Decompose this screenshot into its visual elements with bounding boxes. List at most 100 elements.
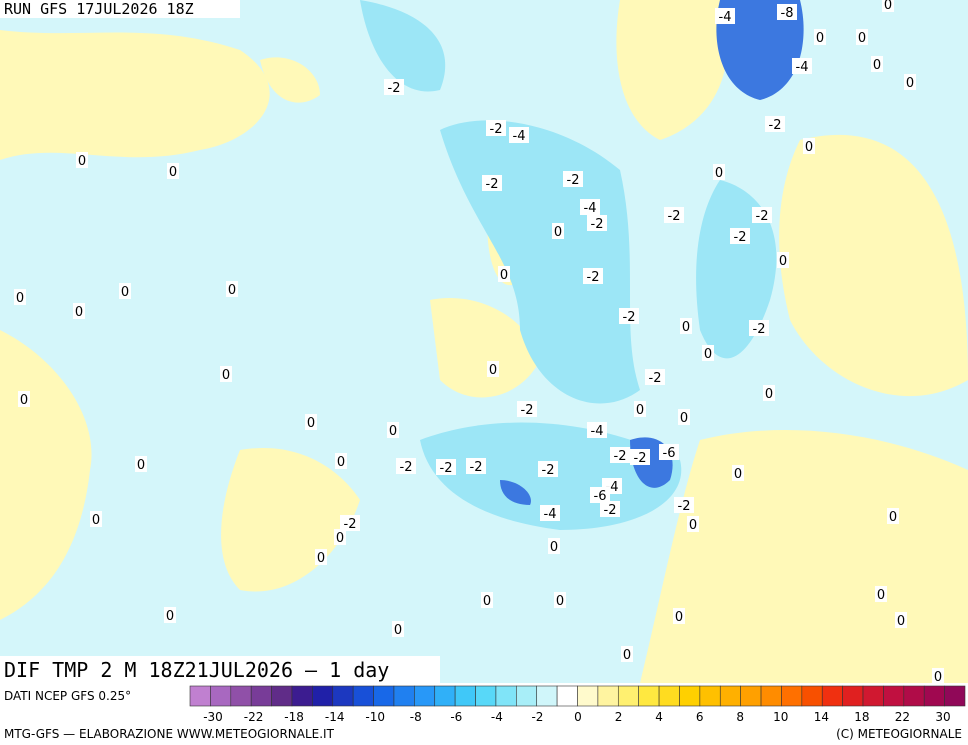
contour-label-box — [882, 0, 894, 12]
contour-label-box — [895, 612, 907, 628]
colorbar-label: -8 — [410, 710, 422, 724]
color-swatch — [495, 685, 517, 707]
contour-label: -2 — [734, 230, 747, 245]
contour-label-box — [777, 252, 789, 268]
color-swatch — [801, 685, 823, 707]
footer-left: MTG-GFS — ELABORAZIONE WWW.METEOGIORNALE… — [4, 727, 335, 741]
colorbar-label: -6 — [450, 710, 462, 724]
contour-label: 0 — [121, 285, 129, 300]
contour-label: 0 — [169, 165, 177, 180]
source: DATI NCEP GFS 0.25° — [4, 689, 131, 703]
contour-label: -2 — [587, 270, 600, 285]
contour-label: -2 — [591, 217, 604, 232]
contour-label-box — [486, 120, 506, 136]
contour-label-box — [932, 668, 944, 684]
contour-label: -6 — [594, 489, 607, 504]
contour-label: 0 — [680, 411, 688, 426]
contour-label-box — [548, 538, 560, 554]
contour-label-box — [645, 369, 665, 385]
contour-label: 0 — [336, 531, 344, 546]
contour-label-box — [715, 8, 735, 24]
colorbar-label: -4 — [491, 710, 503, 724]
color-swatch — [556, 685, 578, 707]
contour-label-box — [540, 505, 560, 521]
contour-label-box — [732, 465, 744, 481]
contour-label: -8 — [781, 6, 794, 21]
contour-label-box — [763, 385, 775, 401]
color-swatch — [740, 685, 762, 707]
contour-label-box — [803, 138, 815, 154]
contour-label-box — [856, 29, 868, 45]
contour-label: 0 — [75, 305, 83, 320]
contour-label-box — [14, 289, 26, 305]
contour-label-box — [392, 621, 404, 637]
contour-label-box — [164, 607, 176, 623]
contour-label: -2 — [388, 81, 401, 96]
contour-label: 0 — [78, 154, 86, 169]
contour-label: -2 — [769, 118, 782, 133]
contour-label: -4 — [513, 129, 526, 144]
color-swatch — [516, 685, 538, 707]
contour-label-box — [680, 318, 692, 334]
contour-label: -4 — [584, 201, 597, 216]
contour-label: 0 — [906, 76, 914, 91]
contour-label-box — [563, 171, 583, 187]
contour-label: 0 — [877, 588, 885, 603]
contour-label-box — [610, 447, 630, 463]
contour-label-box — [73, 303, 85, 319]
colorbar-label: 0 — [574, 710, 582, 724]
contour-label-box — [777, 4, 797, 20]
contour-label-box — [590, 487, 610, 503]
contour-label: 0 — [489, 363, 497, 378]
contour-label-box — [875, 586, 887, 602]
contour-label-box — [664, 207, 684, 223]
color-swatch — [944, 685, 966, 707]
contour-label: -2 — [649, 371, 662, 386]
contour-label: -2 — [440, 461, 453, 476]
contour-label: 0 — [934, 670, 942, 685]
contour-label-box — [674, 497, 694, 513]
contour-label-box — [466, 458, 486, 474]
color-swatch — [210, 685, 232, 707]
color-swatch — [373, 685, 395, 707]
contour-label-box — [687, 516, 699, 532]
contour-label: 0 — [166, 609, 174, 624]
contour-label-box — [387, 422, 399, 438]
color-swatch — [271, 685, 293, 707]
contour-label-box — [517, 401, 537, 417]
colorbar-label: 6 — [696, 710, 704, 724]
contour-label-box — [340, 515, 360, 531]
contour-label: 0 — [636, 403, 644, 418]
color-swatch — [923, 685, 945, 707]
contour-label: -2 — [400, 460, 413, 475]
contour-label: -2 — [623, 310, 636, 325]
contour-label: 0 — [682, 320, 690, 335]
contour-label: 0 — [222, 368, 230, 383]
contour-label: 0 — [92, 513, 100, 528]
contour-label: 0 — [816, 31, 824, 46]
contour-label-box — [634, 401, 646, 417]
contour-label-box — [619, 308, 639, 324]
color-swatch — [414, 685, 436, 707]
contour-label: -4 — [796, 60, 809, 75]
color-swatch — [434, 685, 456, 707]
color-swatch — [352, 685, 374, 707]
color-swatch — [475, 685, 497, 707]
contour-label: -2 — [604, 503, 617, 518]
contour-label-box — [482, 175, 502, 191]
contour-label-box — [18, 391, 30, 407]
contour-label-box — [765, 116, 785, 132]
contour-label-box — [509, 127, 529, 143]
contour-label-box — [315, 549, 327, 565]
contour-label-box — [554, 592, 566, 608]
color-swatch — [903, 685, 925, 707]
contour-label-box — [814, 29, 826, 45]
contour-label: -2 — [567, 173, 580, 188]
footer-right: (C) METEOGIORNALE — [836, 727, 962, 741]
contour-label-box — [487, 361, 499, 377]
color-swatch — [332, 685, 354, 707]
color-swatch — [536, 685, 558, 707]
color-swatch — [597, 685, 619, 707]
contour-label-box — [436, 459, 456, 475]
